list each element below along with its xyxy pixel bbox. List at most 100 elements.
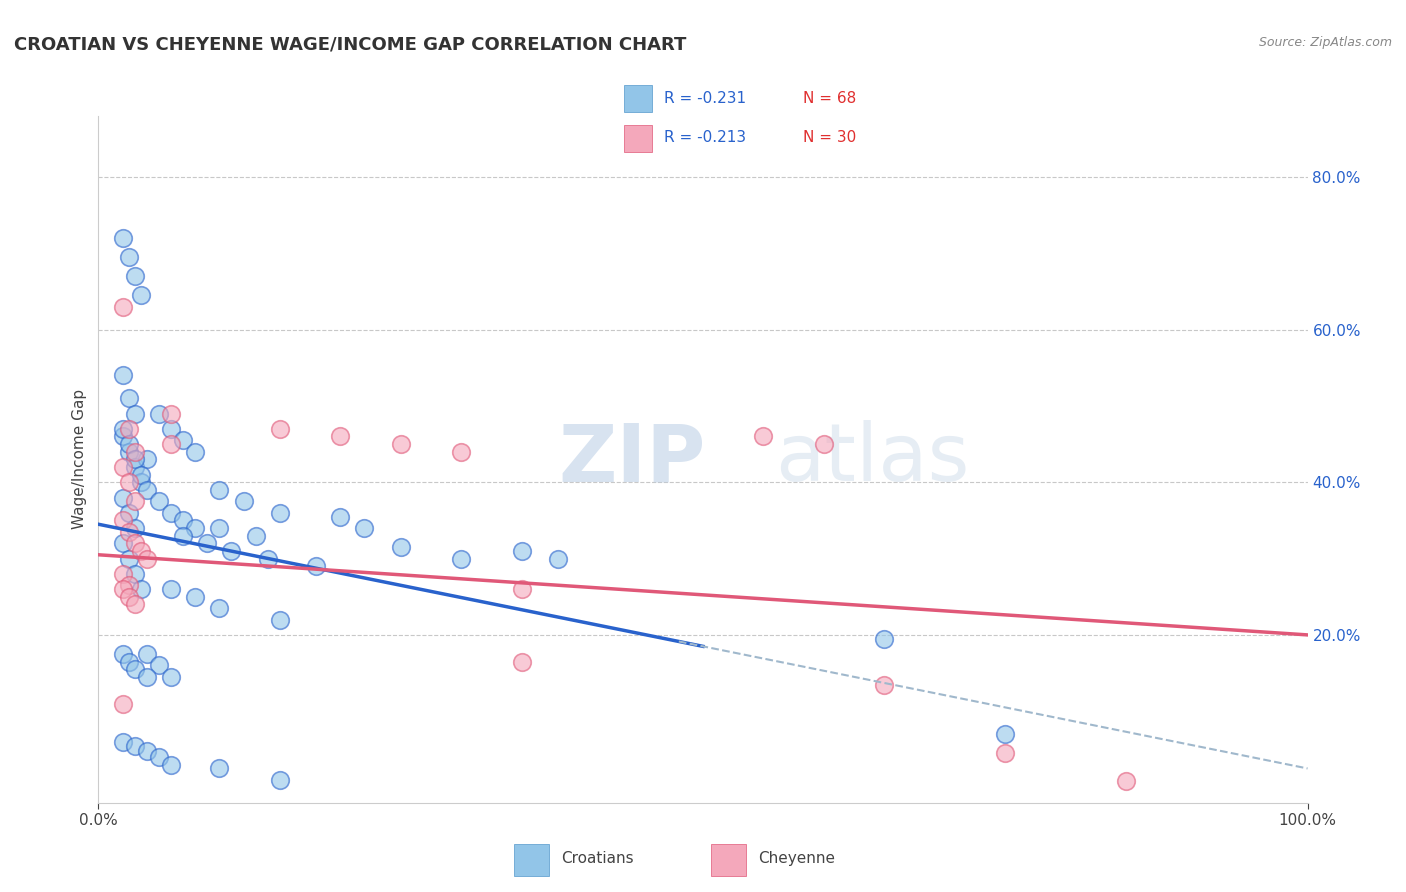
Point	[208, 521, 231, 535]
Point	[208, 483, 231, 497]
Point	[111, 422, 134, 436]
Point	[129, 467, 152, 482]
Point	[111, 582, 134, 596]
Point	[148, 407, 170, 421]
Point	[135, 483, 157, 497]
Point	[208, 601, 231, 615]
Y-axis label: Wage/Income Gap: Wage/Income Gap	[72, 389, 87, 530]
Text: N = 68: N = 68	[803, 91, 856, 106]
Point	[111, 536, 134, 550]
Point	[305, 559, 328, 574]
Point	[135, 452, 157, 467]
Text: atlas: atlas	[776, 420, 970, 499]
Point	[118, 551, 141, 566]
Point	[172, 529, 194, 543]
Point	[510, 655, 533, 669]
Point	[129, 288, 152, 302]
Point	[510, 582, 533, 596]
FancyBboxPatch shape	[515, 844, 550, 876]
Point	[450, 551, 472, 566]
Point	[118, 475, 141, 490]
Point	[111, 368, 134, 383]
Point	[389, 540, 412, 554]
Point	[450, 444, 472, 458]
Point	[111, 429, 134, 443]
Point	[148, 750, 170, 764]
Point	[111, 697, 134, 711]
Point	[269, 613, 291, 627]
Point	[221, 544, 243, 558]
Point	[118, 655, 141, 669]
Point	[124, 566, 146, 581]
Point	[135, 670, 157, 684]
Point	[245, 529, 267, 543]
Point	[124, 407, 146, 421]
Point	[118, 392, 141, 406]
Point	[135, 551, 157, 566]
Text: Source: ZipAtlas.com: Source: ZipAtlas.com	[1258, 36, 1392, 49]
Text: Croatians: Croatians	[561, 851, 634, 866]
Point	[111, 647, 134, 661]
Point	[813, 437, 835, 451]
Point	[160, 407, 183, 421]
Point	[873, 632, 896, 646]
Point	[1115, 774, 1137, 789]
FancyBboxPatch shape	[711, 844, 747, 876]
Point	[160, 757, 183, 772]
FancyBboxPatch shape	[624, 125, 652, 152]
Point	[269, 506, 291, 520]
Point	[510, 544, 533, 558]
Point	[329, 509, 352, 524]
Point	[752, 429, 775, 443]
Point	[547, 551, 569, 566]
Point	[118, 524, 141, 539]
Point	[124, 662, 146, 676]
Point	[135, 647, 157, 661]
Point	[111, 491, 134, 505]
Point	[148, 494, 170, 508]
Point	[118, 444, 141, 458]
Text: Cheyenne: Cheyenne	[758, 851, 835, 866]
Point	[124, 739, 146, 753]
Point	[118, 506, 141, 520]
Point	[184, 444, 207, 458]
Point	[329, 429, 352, 443]
Point	[124, 269, 146, 284]
FancyBboxPatch shape	[624, 85, 652, 112]
Point	[124, 460, 146, 475]
Point	[124, 598, 146, 612]
Point	[184, 590, 207, 604]
Point	[269, 422, 291, 436]
Point	[232, 494, 254, 508]
Point	[111, 566, 134, 581]
Point	[111, 300, 134, 314]
Point	[124, 494, 146, 508]
Point	[208, 762, 231, 776]
Point	[160, 422, 183, 436]
Point	[124, 452, 146, 467]
Point	[118, 590, 141, 604]
Point	[118, 578, 141, 592]
Point	[129, 582, 152, 596]
Point	[184, 521, 207, 535]
Point	[873, 677, 896, 691]
Point	[389, 437, 412, 451]
Point	[195, 536, 218, 550]
Point	[111, 735, 134, 749]
Text: R = -0.213: R = -0.213	[664, 130, 747, 145]
Point	[118, 422, 141, 436]
Point	[135, 744, 157, 758]
Point	[160, 506, 183, 520]
Point	[353, 521, 375, 535]
Point	[994, 746, 1017, 760]
Text: N = 30: N = 30	[803, 130, 856, 145]
Point	[129, 475, 152, 490]
Point	[124, 536, 146, 550]
Point	[124, 521, 146, 535]
Point	[118, 437, 141, 451]
Point	[269, 772, 291, 787]
Point	[256, 551, 278, 566]
Point	[172, 434, 194, 448]
Point	[148, 658, 170, 673]
Point	[129, 544, 152, 558]
